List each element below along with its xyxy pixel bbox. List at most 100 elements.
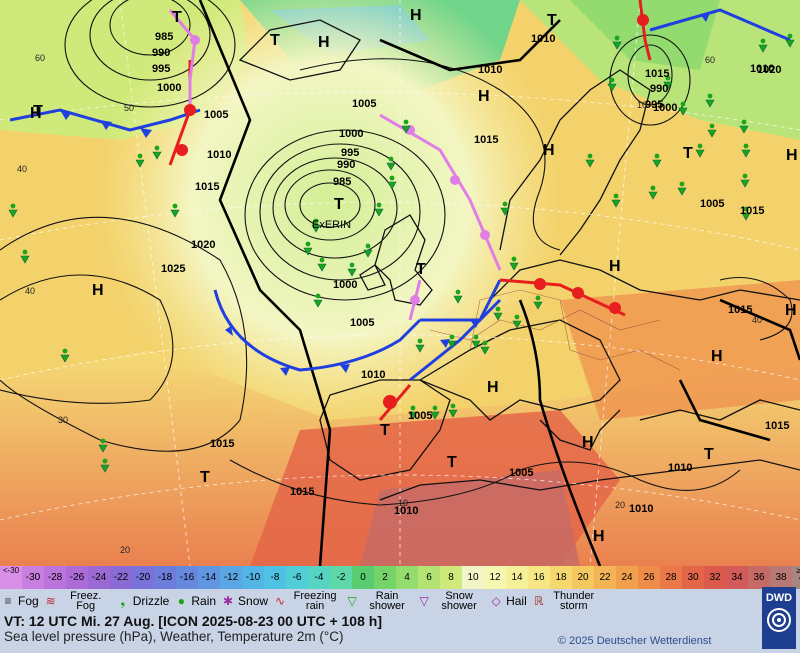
isobar-label: 1015 — [765, 420, 789, 432]
temperature-scale-cell: -28 — [44, 566, 66, 589]
temperature-scale-cell: ≥40 °C — [792, 566, 800, 589]
weather-legend-item: ≡ Fog — [0, 594, 38, 608]
rain-symbols — [8, 33, 795, 473]
rain-shower-icon — [448, 403, 458, 418]
temperature-scale-cell: -12 — [220, 566, 242, 589]
low-pressure-label: T — [704, 446, 714, 463]
rain-shower-icon — [317, 257, 327, 272]
temperature-scale-cell: 10 — [462, 566, 484, 589]
rain-shower-icon — [453, 289, 463, 304]
weather-legend-item: ● Rain — [173, 594, 216, 608]
isobar-label: 1010 — [531, 33, 555, 45]
high-pressure-label: H — [785, 302, 797, 319]
rain-shower-icon — [386, 156, 396, 171]
rain-shower-icon — [447, 334, 457, 349]
rain-shower-icon — [363, 243, 373, 258]
temperature-scale-cell: -8 — [264, 566, 286, 589]
isobar-label: 1005 — [408, 410, 432, 422]
copyright-text: © 2025 Deutscher Wetterdienst — [558, 635, 712, 647]
isobar-label: 1025 — [161, 263, 185, 275]
isobar-label: 1015 — [740, 205, 764, 217]
rain-shower-icon — [611, 193, 621, 208]
rain-shower-icon — [663, 75, 673, 90]
snow-icon: ✱ — [223, 594, 234, 608]
low-pressure-label: T — [547, 12, 557, 29]
dwd-logo-text: DWD — [765, 592, 793, 604]
rain-shower-icon — [135, 153, 145, 168]
rain-shower-icon — [347, 262, 357, 277]
temperature-scale-cell: 18 — [550, 566, 572, 589]
low-pressure-label: T — [33, 103, 43, 120]
temperature-scale-cell: -30 — [22, 566, 44, 589]
isobar-label: 990 — [337, 159, 355, 171]
latitude-label: 20 — [120, 545, 130, 555]
isobar-label: 990 — [650, 83, 668, 95]
temperature-scale-cell: 0 — [352, 566, 374, 589]
weather-legend-label: Freez. Fog — [70, 590, 102, 612]
weather-legend-item: ◇ Hail — [488, 594, 527, 608]
temperature-scale-cell: 14 — [506, 566, 528, 589]
snow-shower-icon: ▽ — [419, 594, 429, 608]
isobar-label: 1005 — [509, 467, 533, 479]
rain-shower-icon — [585, 153, 595, 168]
rain-shower-icon — [408, 405, 418, 420]
isobar-label: 1005 — [350, 317, 374, 329]
isobar-label: 1015 — [728, 304, 752, 316]
isobar-label: 990 — [152, 47, 170, 59]
rain-shower-icon — [705, 93, 715, 108]
rain-shower-icon — [695, 143, 705, 158]
isobar-label: 1020 — [757, 64, 781, 76]
isobar-label: 1000 — [333, 279, 357, 291]
rain-shower-icon — [98, 438, 108, 453]
latitude-label: 40 — [752, 315, 762, 325]
temperature-scale-cell: 6 — [418, 566, 440, 589]
temperature-scale-cell: 26 — [638, 566, 660, 589]
temperature-scale-cell: 4 — [396, 566, 418, 589]
rain-shower-icon — [612, 35, 622, 50]
rain-shower-icon — [758, 38, 768, 53]
rain-shower-icon: ▽ — [347, 594, 357, 608]
isobar-label: 1000 — [157, 82, 181, 94]
rain-shower-icon — [374, 202, 384, 217]
isobar-label: 1005 — [204, 109, 228, 121]
temperature-scale-cell: 38 — [770, 566, 792, 589]
storm-name-label: ExERIN — [312, 219, 351, 231]
rain-shower-icon — [60, 348, 70, 363]
latitude-label: 40 — [17, 164, 27, 174]
rain-shower-icon — [741, 143, 751, 158]
temperature-scale-cell: 20 — [572, 566, 594, 589]
latitude-label: 50 — [124, 103, 134, 113]
weather-legend-label: Rain — [191, 594, 217, 608]
rain-shower-icon — [707, 123, 717, 138]
weather-legend-item: ℝ Thunder storm — [531, 591, 599, 612]
isobar-label: 1010 — [750, 63, 774, 75]
rain-shower-icon — [509, 256, 519, 271]
low-pressure-label: T — [447, 454, 457, 471]
rain-shower-icon — [8, 203, 18, 218]
latitude-label: 30 — [58, 415, 68, 425]
temperature-scale-cell: 16 — [528, 566, 550, 589]
rain-shower-icon — [607, 77, 617, 92]
isobar-label: 1010 — [668, 462, 692, 474]
low-pressure-label: T — [172, 9, 182, 26]
isobar-label: 1010 — [394, 505, 418, 517]
temperature-scale-cell: -26 — [66, 566, 88, 589]
isobar-label: 1005 — [352, 98, 376, 110]
temperature-scale-cell: -14 — [198, 566, 220, 589]
low-pressure-label: T — [200, 469, 210, 486]
temperature-scale-cell: 22 — [594, 566, 616, 589]
temperature-scale-cell: <-30 — [0, 566, 22, 589]
isobar-label: 1015 — [290, 486, 314, 498]
latitude-label: 10 — [637, 100, 647, 110]
rain-shower-icon — [152, 145, 162, 160]
high-pressure-label: H — [543, 142, 555, 159]
isobar-label: 995 — [645, 99, 663, 111]
weather-legend-label: Hail — [506, 594, 527, 608]
isobar-label: 1010 — [629, 503, 653, 515]
isobar-label: 985 — [333, 176, 351, 188]
weather-legend-item: ✱ Snow — [220, 594, 268, 608]
rain-shower-icon — [170, 203, 180, 218]
temperature-scale-cell: -6 — [286, 566, 308, 589]
